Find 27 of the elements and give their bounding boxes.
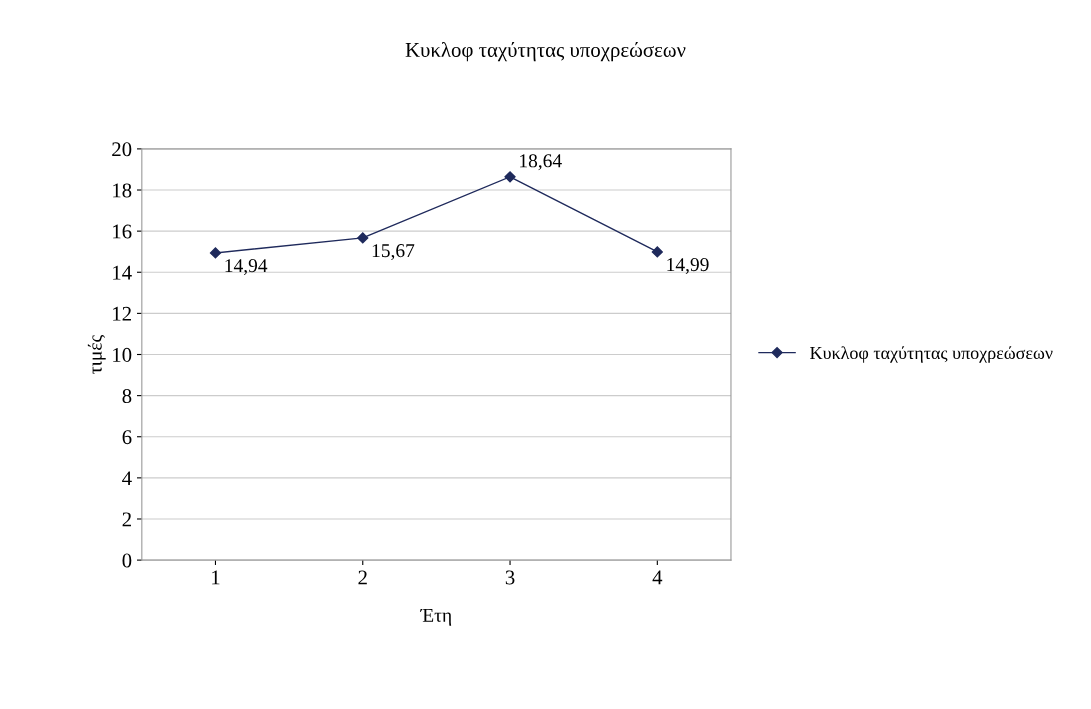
x-tick-label: 1 bbox=[212, 570, 220, 585]
y-tick-label: 6 bbox=[122, 430, 132, 445]
y-tick-label: 16 bbox=[113, 224, 132, 239]
y-tick-label: 12 bbox=[113, 306, 131, 321]
point bbox=[651, 246, 663, 258]
y-axis-title: τιμές bbox=[87, 335, 106, 374]
y-tick-label: 10 bbox=[113, 347, 132, 362]
data-label: 15,67 bbox=[372, 244, 415, 260]
y-tick-label: 4 bbox=[122, 471, 132, 486]
legend-label: Κυκλοφ ταχύτητας υποχρεώσεων bbox=[810, 346, 1053, 363]
x-tick-label: 2 bbox=[358, 570, 367, 585]
x-tick-label: 3 bbox=[505, 570, 515, 585]
y-tick-label: 14 bbox=[113, 265, 132, 280]
point bbox=[504, 171, 516, 183]
x-tick-label: 4 bbox=[652, 570, 663, 585]
data-label: 14,99 bbox=[667, 258, 709, 274]
point bbox=[357, 232, 369, 244]
chart-title: Κυκλοφ ταχύτητας υποχρεώσεων bbox=[405, 42, 686, 62]
point bbox=[209, 247, 222, 259]
y-tick-label: 20 bbox=[112, 142, 132, 157]
y-tick-label: 0 bbox=[122, 553, 132, 568]
data-label: 14,94 bbox=[225, 259, 268, 275]
y-tick-label: 18 bbox=[113, 183, 132, 198]
y-tick-label: 8 bbox=[122, 389, 132, 404]
x-axis-title: Έτη bbox=[419, 608, 452, 626]
data-label: 18,64 bbox=[520, 154, 562, 171]
y-tick-label: 2 bbox=[122, 512, 131, 527]
